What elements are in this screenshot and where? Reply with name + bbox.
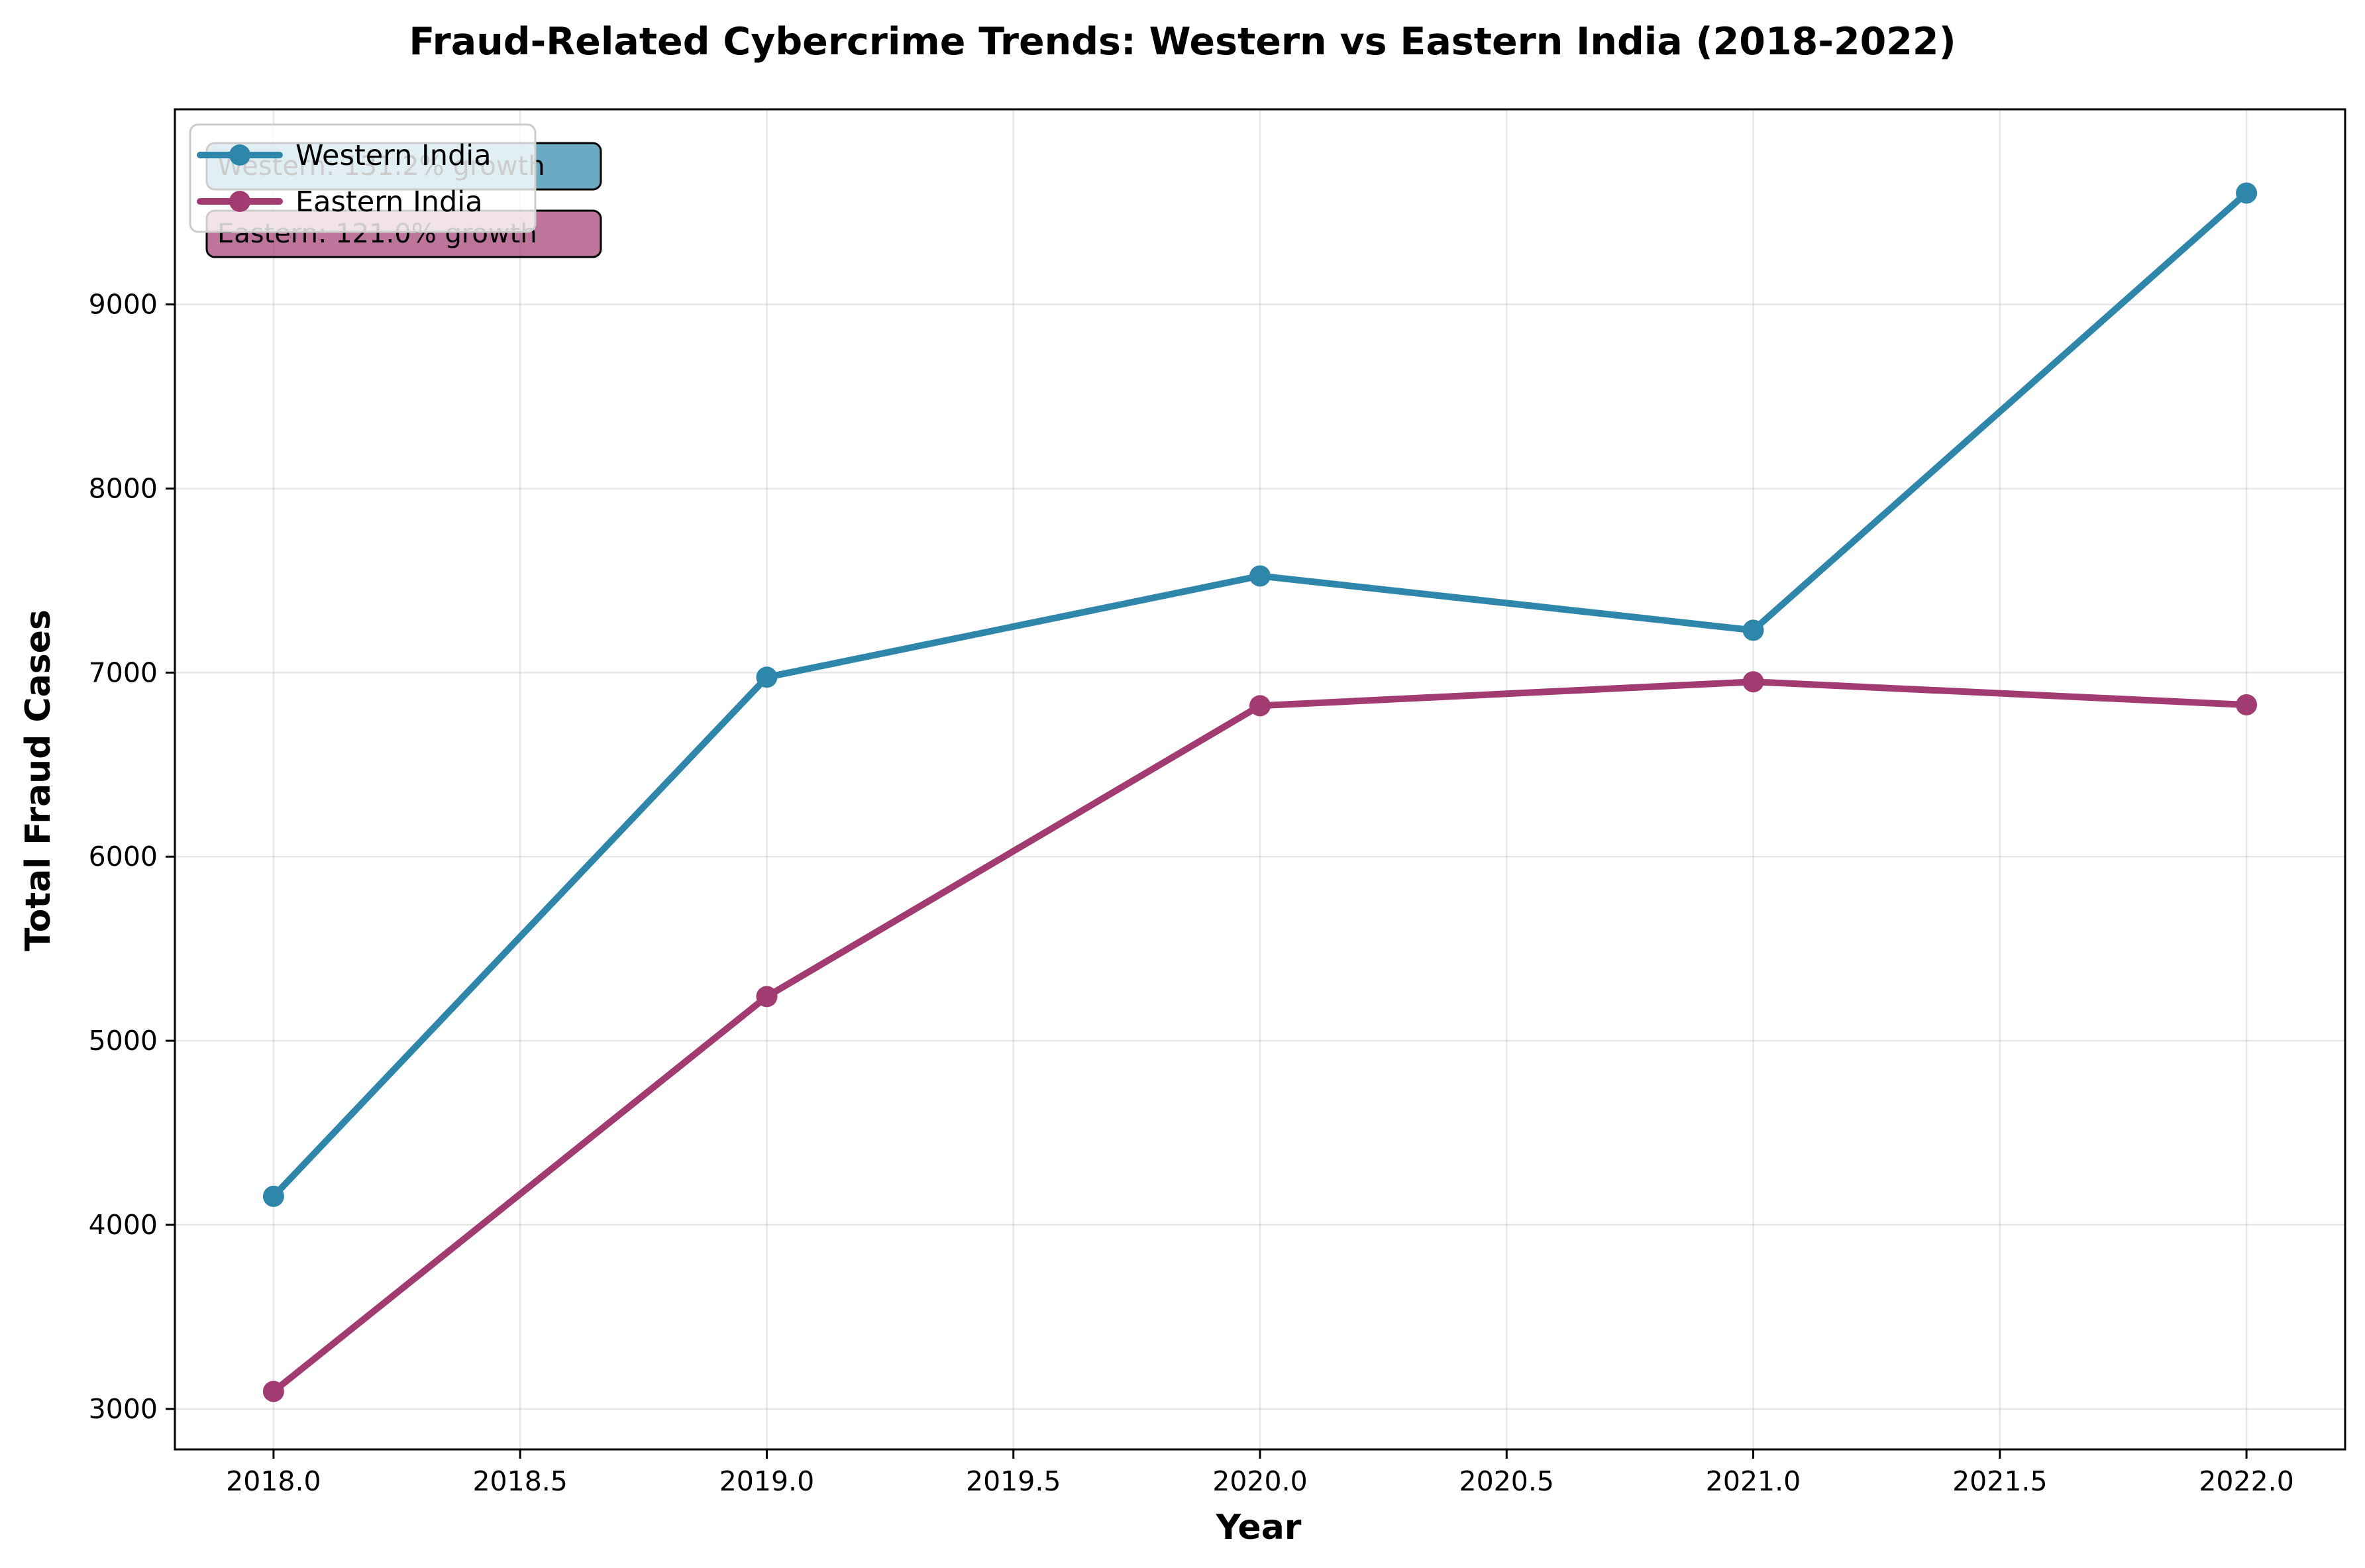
x-tick-label: 2018.0 xyxy=(226,1465,321,1497)
y-axis-title: Total Fraud Cases xyxy=(19,609,58,951)
data-point xyxy=(1742,619,1764,641)
legend-entry: Western India xyxy=(197,139,492,172)
x-tick-label: 2019.5 xyxy=(966,1465,1061,1497)
data-point xyxy=(262,1185,284,1207)
y-tick-label: 8000 xyxy=(89,472,158,504)
y-tick-label: 9000 xyxy=(89,289,158,321)
series-eastern-india xyxy=(262,671,2258,1402)
x-tick-label: 2020.0 xyxy=(1212,1465,1307,1497)
y-tick-label: 6000 xyxy=(89,841,158,872)
x-tick-label: 2020.5 xyxy=(1459,1465,1554,1497)
series-lines xyxy=(262,182,2258,1402)
x-tick-label: 2019.0 xyxy=(719,1465,814,1497)
axis-ticks: 2018.0 2018.5 2019.0 2019.5 2020.0 2020.5 2021… xyxy=(89,289,2294,1497)
legend-label: Western India xyxy=(295,139,492,172)
grid xyxy=(175,109,2345,1449)
x-tick-label: 2021.5 xyxy=(1952,1465,2047,1497)
y-tick-label: 5000 xyxy=(89,1025,158,1057)
series-western-india xyxy=(262,182,2258,1207)
legend-entry: Eastern India xyxy=(197,185,483,219)
legend: Western India Eastern India xyxy=(189,123,537,233)
x-tick-label: 2018.5 xyxy=(472,1465,567,1497)
data-point xyxy=(2236,182,2258,204)
data-point xyxy=(1742,671,1764,693)
legend-marker xyxy=(229,191,250,212)
y-tick-label: 3000 xyxy=(89,1393,158,1425)
legend-frame xyxy=(189,123,537,233)
x-axis-title: Year xyxy=(1216,1508,1302,1547)
data-point xyxy=(1249,565,1271,587)
data-point xyxy=(756,986,778,1008)
data-point xyxy=(756,666,778,688)
chart-title: Fraud-Related Cybercrime Trends: Western… xyxy=(409,20,1956,64)
data-point xyxy=(1249,695,1271,717)
x-tick-label: 2022.0 xyxy=(2199,1465,2293,1497)
legend-marker xyxy=(229,144,250,166)
x-tick-label: 2021.0 xyxy=(1706,1465,1801,1497)
data-point xyxy=(2236,694,2258,715)
y-tick-label: 7000 xyxy=(89,656,158,688)
y-tick-label: 4000 xyxy=(89,1209,158,1241)
legend-label: Eastern India xyxy=(295,185,483,219)
data-point xyxy=(262,1381,284,1402)
